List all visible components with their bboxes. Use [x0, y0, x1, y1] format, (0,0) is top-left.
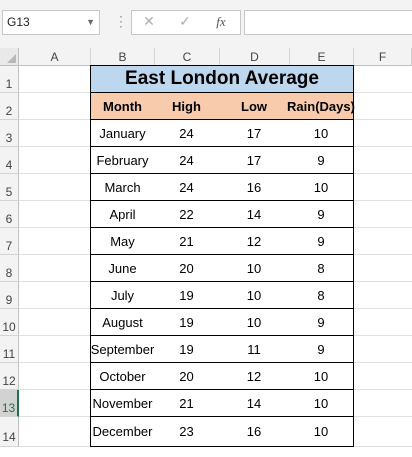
- column-header-d[interactable]: D: [220, 48, 290, 66]
- table-cell[interactable]: November: [90, 390, 155, 417]
- table-cell[interactable]: April: [90, 201, 155, 228]
- table-cell[interactable]: 8: [289, 255, 354, 282]
- row-header-3[interactable]: 3: [0, 120, 19, 147]
- table-cell[interactable]: 10: [289, 390, 354, 417]
- enter-icon[interactable]: ✓: [179, 13, 191, 29]
- table-cell[interactable]: 20: [154, 255, 220, 282]
- table-cell[interactable]: 12: [219, 228, 290, 255]
- table-cell[interactable]: 9: [289, 201, 354, 228]
- table-cell[interactable]: 9: [289, 336, 354, 363]
- table-cell[interactable]: 14: [219, 201, 290, 228]
- table-cell[interactable]: 19: [154, 309, 220, 336]
- row-header-13[interactable]: 13: [0, 390, 19, 417]
- table-cell[interactable]: January: [90, 120, 155, 147]
- drag-handle-icon[interactable]: ⋮: [114, 13, 128, 29]
- table-cell[interactable]: May: [90, 228, 155, 255]
- table-cell[interactable]: 10: [219, 255, 290, 282]
- table-cell[interactable]: 9: [289, 309, 354, 336]
- column-header-f[interactable]: F: [354, 48, 412, 66]
- name-box[interactable]: G13 ▼: [2, 10, 100, 35]
- table-cell[interactable]: 12: [219, 363, 290, 390]
- header-cell-low[interactable]: Low: [219, 93, 290, 120]
- row-header-11[interactable]: 11: [0, 336, 19, 363]
- header-cell-rain-days[interactable]: Rain(Days): [287, 93, 355, 120]
- table-cell[interactable]: 10: [219, 309, 290, 336]
- column-header-b[interactable]: B: [91, 48, 155, 66]
- formula-bar: G13 ▼ ⋮ ✕ ✓ fx: [0, 0, 412, 48]
- table-cell[interactable]: 23: [154, 417, 220, 447]
- table-cell[interactable]: December: [90, 417, 155, 447]
- table-cell[interactable]: 16: [219, 174, 290, 201]
- insert-function-icon[interactable]: fx: [216, 14, 226, 29]
- table-cell[interactable]: August: [90, 309, 155, 336]
- table-cell[interactable]: 19: [154, 282, 220, 309]
- name-box-value: G13: [7, 15, 30, 29]
- row-header-14[interactable]: 14: [0, 417, 19, 447]
- cancel-icon[interactable]: ✕: [143, 13, 155, 29]
- column-header-a[interactable]: A: [19, 48, 91, 66]
- table-cell[interactable]: 10: [289, 363, 354, 390]
- sheet-title-cell[interactable]: East London Average: [90, 65, 354, 93]
- column-header-e[interactable]: E: [290, 48, 354, 66]
- row-header-5[interactable]: 5: [0, 174, 19, 201]
- header-cell-high[interactable]: High: [154, 93, 220, 120]
- table-cell[interactable]: 24: [154, 120, 220, 147]
- table-cell[interactable]: 24: [154, 147, 220, 174]
- row-header-8[interactable]: 8: [0, 255, 19, 282]
- table-cell[interactable]: 22: [154, 201, 220, 228]
- table-cell[interactable]: 9: [289, 147, 354, 174]
- table-cell[interactable]: 24: [154, 174, 220, 201]
- row-header-12[interactable]: 12: [0, 363, 19, 390]
- row-header-4[interactable]: 4: [0, 147, 19, 174]
- table-cell[interactable]: 21: [154, 390, 220, 417]
- header-cell-month[interactable]: Month: [90, 93, 155, 120]
- table-cell[interactable]: July: [90, 282, 155, 309]
- table-cell[interactable]: March: [90, 174, 155, 201]
- table-cell[interactable]: 17: [219, 147, 290, 174]
- row-header-9[interactable]: 9: [0, 282, 19, 309]
- table-cell[interactable]: 17: [219, 120, 290, 147]
- select-all-triangle-icon: [7, 54, 16, 63]
- table-cell[interactable]: 10: [219, 282, 290, 309]
- formula-buttons: ✕ ✓ fx: [131, 10, 241, 35]
- table-cell[interactable]: 20: [154, 363, 220, 390]
- table-cell[interactable]: September: [90, 336, 155, 363]
- table-cell[interactable]: 14: [219, 390, 290, 417]
- table-cell[interactable]: 11: [219, 336, 290, 363]
- table-cell[interactable]: June: [90, 255, 155, 282]
- chevron-down-icon[interactable]: ▼: [86, 17, 95, 27]
- row-header-10[interactable]: 10: [0, 309, 19, 336]
- table-cell[interactable]: 21: [154, 228, 220, 255]
- row-header-1[interactable]: 1: [0, 66, 19, 93]
- table-cell[interactable]: 8: [289, 282, 354, 309]
- formula-input[interactable]: [244, 10, 412, 35]
- table-cell[interactable]: 10: [289, 417, 354, 447]
- row-header-6[interactable]: 6: [0, 201, 19, 228]
- table-cell[interactable]: February: [90, 147, 155, 174]
- table-cell[interactable]: 16: [219, 417, 290, 447]
- select-all-corner[interactable]: [0, 48, 19, 66]
- table-cell[interactable]: 9: [289, 228, 354, 255]
- table-cell[interactable]: 10: [289, 174, 354, 201]
- row-header-7[interactable]: 7: [0, 228, 19, 255]
- column-header-c[interactable]: C: [155, 48, 220, 66]
- row-header-2[interactable]: 2: [0, 93, 19, 120]
- table-cell[interactable]: October: [90, 363, 155, 390]
- table-cell[interactable]: 10: [289, 120, 354, 147]
- table-cell[interactable]: 19: [154, 336, 220, 363]
